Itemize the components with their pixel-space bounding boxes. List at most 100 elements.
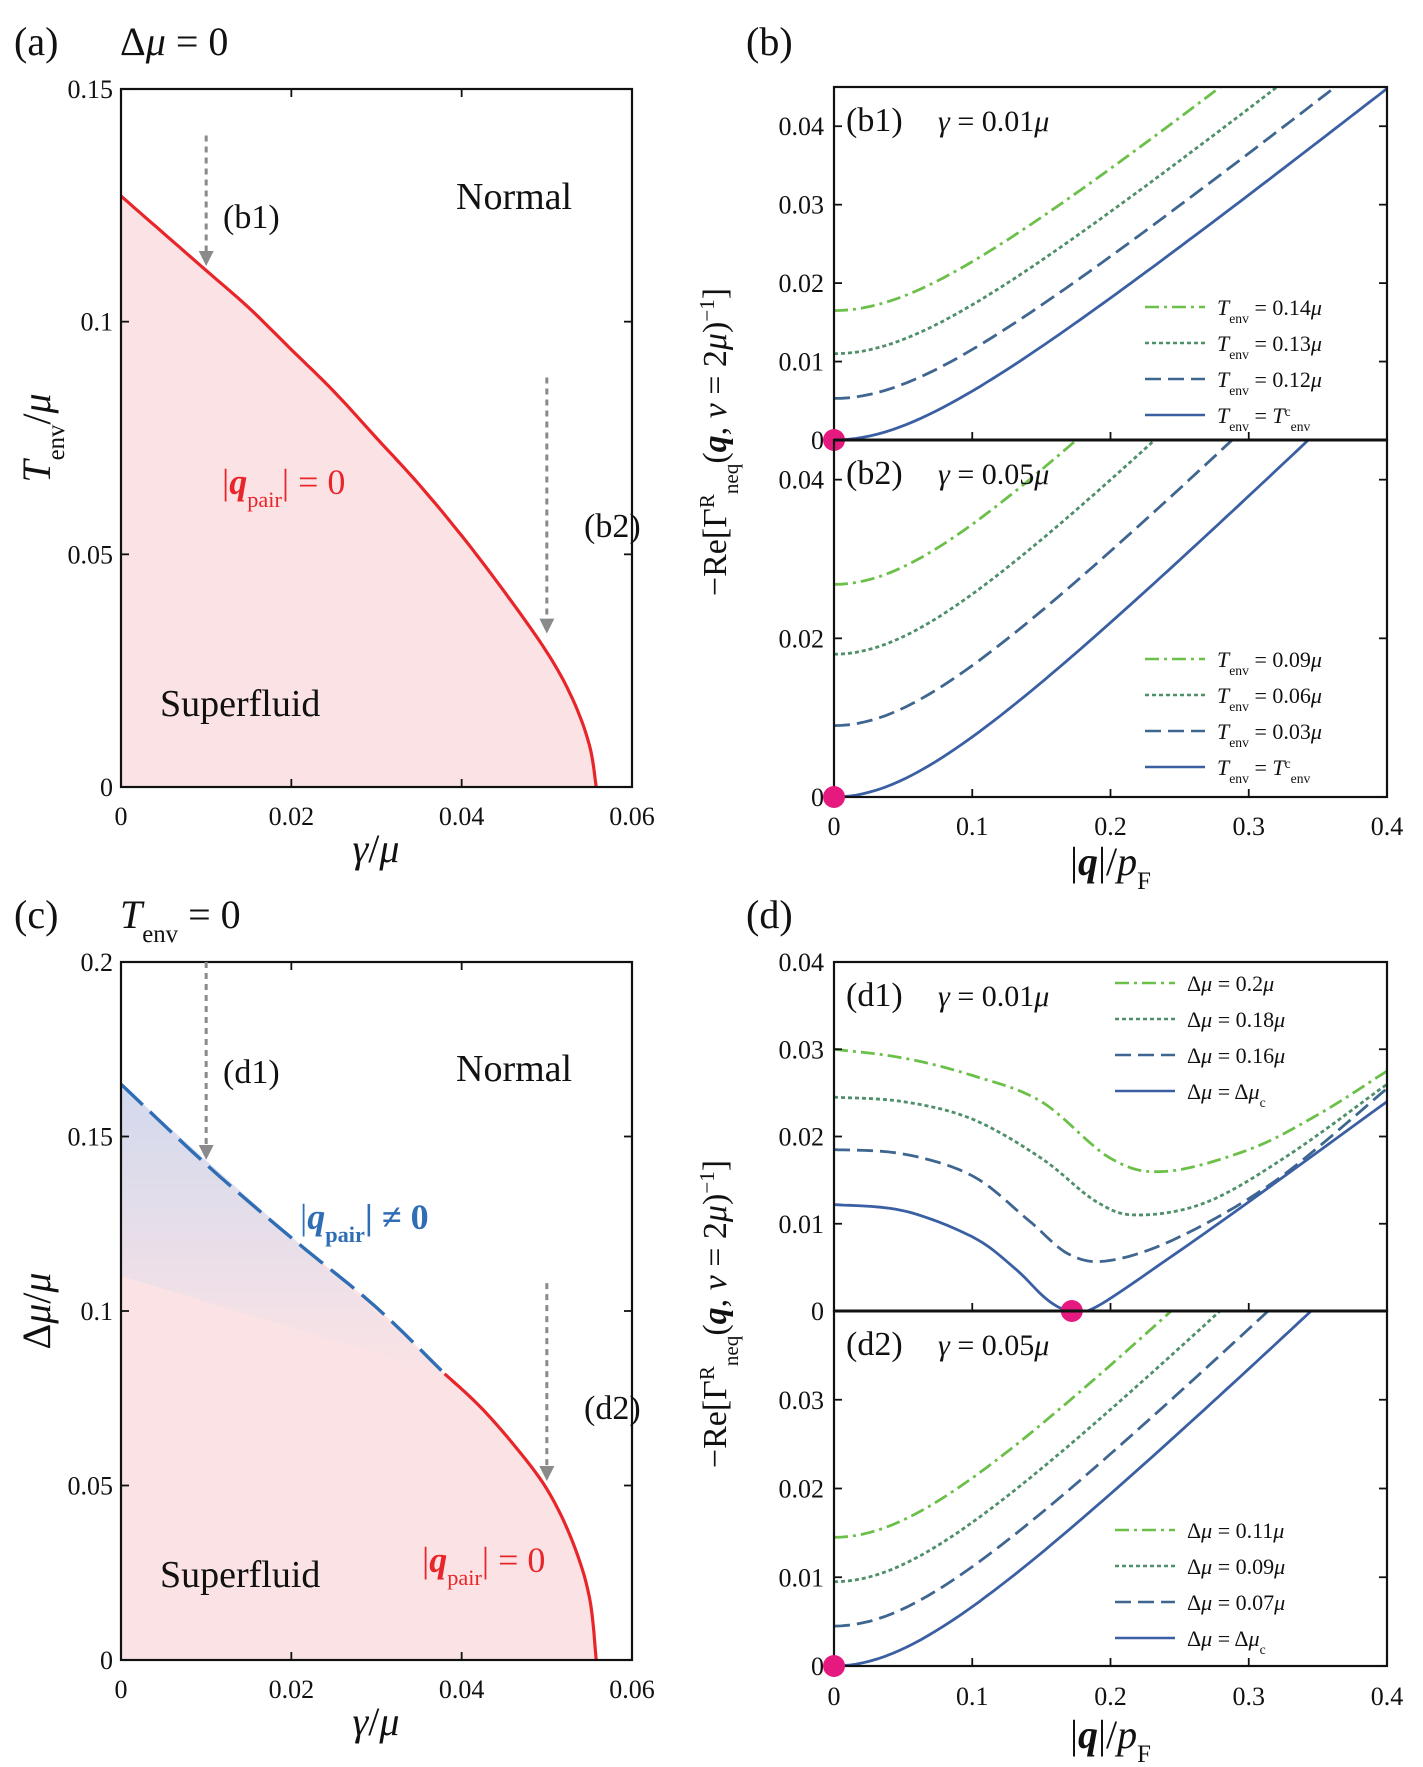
legend-d2-2-text: Δμ = 0.07μ [1187, 1590, 1285, 1615]
y-tick-label: 0.02 [779, 1475, 825, 1504]
superfluid-label: Superfluid [160, 683, 320, 725]
x-tick-label: 0.2 [1094, 812, 1127, 841]
y-tick-label: 0 [100, 773, 113, 802]
x-axis-label: |q|/pF [1070, 1712, 1151, 1767]
x-tick-label: 0.3 [1233, 812, 1266, 841]
y-tick-label: 0.01 [779, 1210, 825, 1239]
critical-point-marker [823, 786, 845, 808]
arrow-label-d2: (d2) [584, 1390, 641, 1427]
x-tick-label: 0.4 [1371, 812, 1404, 841]
legend-d1-1-text: Δμ = 0.18μ [1187, 1007, 1285, 1032]
subpanel-d1-curves [834, 1047, 1387, 1311]
y-tick-label: 0 [811, 1652, 824, 1681]
critical-point-marker [823, 1655, 845, 1677]
x-tick-label: 0 [828, 1682, 841, 1711]
y-axis-label: −Re[ΓRneq(q, ν = 2μ)−1] [695, 1160, 743, 1468]
series-line-3 [834, 1100, 1387, 1311]
y-tick-label: 0.1 [81, 308, 114, 337]
x-tick-label: 0.2 [1094, 1682, 1127, 1711]
series-line-1 [834, 87, 1280, 356]
superfluid-label: Superfluid [160, 1554, 320, 1596]
legend-b1-2-text: Tenv = 0.12μ [1217, 367, 1322, 398]
y-axis-label: Δμ/μ [14, 1272, 59, 1349]
subpanel-d2-curves [834, 1311, 1314, 1666]
x-tick-label: 0 [828, 812, 841, 841]
legend-d1-0-text: Δμ = 0.2μ [1187, 971, 1274, 996]
panel-label-b: (b) [746, 19, 793, 64]
subpanel-label-b1: (b1) [846, 102, 903, 139]
x-tick-label: 0.04 [439, 1675, 485, 1704]
x-axis-label: γ/μ [353, 826, 400, 871]
arrow-label-b2: (b2) [584, 508, 641, 545]
legend-b2-0-text: Tenv = 0.09μ [1217, 647, 1322, 678]
y-axis-label: Tenv/μ [14, 393, 70, 482]
panel-a: 0 0.02 0.04 0.06 0 0.05 0.1 0.15 (b1) (b2) Normal S… [14, 19, 655, 871]
y-tick-label: 0.02 [779, 624, 825, 653]
series-line-3 [834, 440, 1311, 797]
x-tick-label: 0.02 [269, 1675, 315, 1704]
subpanel-label-d1: (d1) [846, 977, 903, 1014]
x-tick-label: 0.06 [609, 802, 655, 831]
legend-b1-1-text: Tenv = 0.13μ [1217, 331, 1322, 362]
y-tick-label: 0.01 [779, 348, 825, 377]
legend-b1-0-text: Tenv = 0.14μ [1217, 295, 1322, 326]
panel-c-header: Tenv = 0 [120, 892, 241, 948]
panel-label-c: (c) [14, 892, 58, 937]
y-tick-label: 0.03 [779, 1035, 825, 1064]
qpair-zero-label: |qpair| = 0 [222, 462, 345, 512]
subpanel-title-d2: γ = 0.05μ [938, 1329, 1049, 1362]
arrow-label-b1: (b1) [223, 199, 280, 236]
subpanel-title-d1: γ = 0.01μ [938, 980, 1049, 1013]
legend-d2-0-text: Δμ = 0.11μ [1187, 1518, 1284, 1543]
subpanel-b2-curves [834, 440, 1311, 797]
legend-b1-3-text: Tenv = Tcenv [1217, 403, 1311, 434]
x-tick-label: 0.04 [439, 802, 485, 831]
panel-label-a: (a) [14, 19, 58, 64]
x-tick-label: 0 [115, 1675, 128, 1704]
y-tick-label: 0 [811, 783, 824, 812]
x-tick-label: 0.02 [269, 802, 315, 831]
series-line-0 [834, 87, 1223, 312]
series-line-2 [834, 440, 1235, 727]
subpanel-title-b1: γ = 0.01μ [938, 105, 1049, 138]
normal-label: Normal [456, 1048, 572, 1090]
x-axis-label: |q|/pF [1070, 839, 1151, 895]
y-tick-label: 0.03 [779, 191, 825, 220]
y-tick-label: 0 [811, 1297, 824, 1326]
panel-c: 0 0.02 0.04 0.06 0 0.05 0.1 0.15 0.2 (d1) (d2) Norm… [14, 892, 655, 1744]
panel-label-d: (d) [746, 892, 793, 937]
panel-b: 0 0.01 0.02 0.03 0.04 (b1) γ = 0.01μ Tenv = 0.1… [695, 19, 1404, 895]
y-tick-label: 0.03 [779, 1386, 825, 1415]
superfluid-region-fill [121, 196, 597, 787]
series-line-1 [834, 1311, 1223, 1584]
legend-b2-3-text: Tenv = Tcenv [1217, 755, 1311, 786]
y-tick-label: 0.04 [779, 112, 825, 141]
x-tick-label: 0.1 [956, 1682, 989, 1711]
series-line-0 [834, 440, 1079, 586]
normal-label: Normal [456, 176, 572, 218]
y-tick-label: 0.04 [779, 948, 825, 977]
series-line-3 [834, 1311, 1314, 1666]
y-tick-label: 0.05 [68, 1472, 114, 1501]
x-tick-label: 0.4 [1371, 1682, 1404, 1711]
arrow-label-d1: (d1) [223, 1054, 280, 1091]
legend-d1-2-text: Δμ = 0.16μ [1187, 1043, 1285, 1068]
y-tick-label: 0.1 [81, 1297, 114, 1326]
subpanel-b1-curves [834, 87, 1387, 440]
y-tick-label: 0.04 [779, 466, 825, 495]
legend-b2-1-text: Tenv = 0.06μ [1217, 683, 1322, 714]
series-line-3 [834, 87, 1387, 440]
y-tick-label: 0.15 [68, 1123, 114, 1152]
y-tick-label: 0 [100, 1646, 113, 1675]
y-tick-label: 0.05 [68, 540, 114, 569]
series-line-0 [834, 1047, 1387, 1174]
x-tick-label: 0.06 [609, 1675, 655, 1704]
series-line-2 [834, 1087, 1387, 1264]
series-line-2 [834, 1311, 1271, 1628]
subpanel-title-b2: γ = 0.05μ [938, 458, 1049, 491]
series-line-1 [834, 1083, 1387, 1217]
axes-frame [119, 87, 634, 789]
qpair-zero-label: |qpair| = 0 [422, 1540, 545, 1590]
panel-a-header: Δμ = 0 [120, 19, 228, 64]
